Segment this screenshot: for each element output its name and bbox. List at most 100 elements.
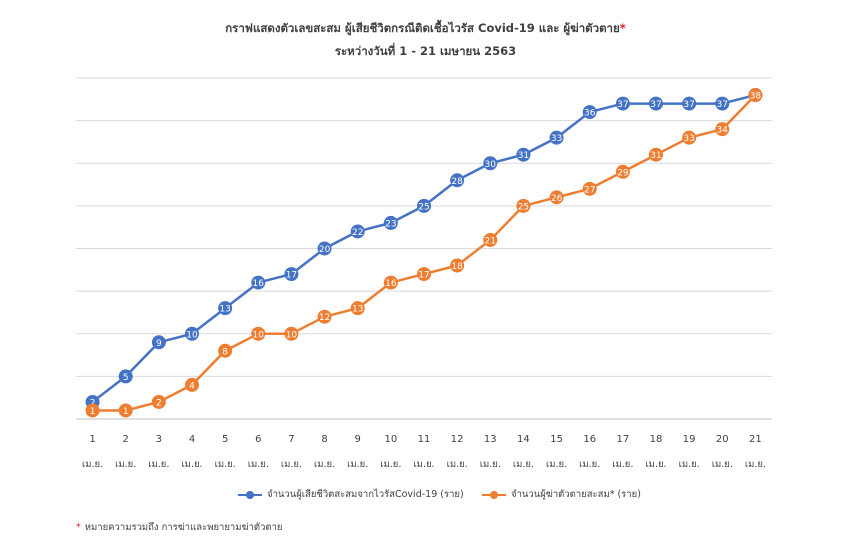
data-point xyxy=(450,258,465,273)
x-tick-label: 5 xyxy=(222,434,228,445)
x-tick-sublabel: เม.ย. xyxy=(579,459,600,470)
x-tick-sublabel: เม.ย. xyxy=(712,459,733,470)
x-tick-label: 13 xyxy=(484,434,497,445)
data-point xyxy=(118,369,133,384)
data-label: 1 xyxy=(123,407,129,417)
data-label: 17 xyxy=(286,271,297,281)
x-tick-label: 6 xyxy=(255,434,261,445)
footnote: * หมายความรวมถึง การฆ่าและพยายามฆ่าตัวตาย xyxy=(76,520,282,535)
data-point xyxy=(251,275,266,290)
legend-label: จำนวนผู้ฆ่าตัวตายสะสม* (ราย) xyxy=(511,489,641,500)
data-label: 9 xyxy=(156,339,162,349)
data-label: 27 xyxy=(584,185,595,195)
title-asterisk: * xyxy=(619,21,626,35)
data-label: 37 xyxy=(683,100,694,110)
data-point xyxy=(450,173,465,188)
series-line xyxy=(92,94,757,412)
data-point xyxy=(284,326,299,341)
data-label: 1 xyxy=(90,407,96,417)
legend-item-covid-deaths: จำนวนผู้เสียชีวิตสะสมจากไวรัสCovid-19 (ร… xyxy=(238,487,464,502)
data-point xyxy=(417,198,431,213)
data-point xyxy=(251,326,266,341)
data-point xyxy=(615,164,630,179)
x-tick-sublabel: เม.ย. xyxy=(115,459,136,470)
data-point xyxy=(715,122,730,137)
data-point xyxy=(317,241,332,256)
x-tick-label: 20 xyxy=(716,434,729,445)
data-point xyxy=(549,130,564,145)
chart-title: กราฟแสดงตัวเลขสะสม ผู้เสียชีวิตกรณีติดเช… xyxy=(225,21,626,35)
data-label: 22 xyxy=(352,228,363,238)
data-point xyxy=(383,275,398,290)
data-label: 10 xyxy=(253,330,265,340)
chart-subtitle: ระหว่างวันที่ 1 - 21 เมษายน 2563 xyxy=(334,44,517,58)
data-point xyxy=(682,96,697,111)
data-point xyxy=(549,190,564,205)
data-point xyxy=(350,301,365,316)
data-point xyxy=(118,403,133,418)
x-tick-sublabel: เม.ย. xyxy=(281,459,302,470)
x-tick-sublabel: เม.ย. xyxy=(82,459,103,470)
x-tick-label: 8 xyxy=(321,434,327,445)
series-0: 259101316172022232528303133363737373738 xyxy=(85,88,763,409)
data-label: 25 xyxy=(518,202,529,212)
data-label: 10 xyxy=(286,330,298,340)
data-label: 12 xyxy=(319,313,330,323)
data-label: 37 xyxy=(650,100,661,110)
legend-item-suicides: จำนวนผู้ฆ่าตัวตายสะสม* (ราย) xyxy=(482,487,641,502)
x-tick-label: 12 xyxy=(451,434,464,445)
x-tick-label: 10 xyxy=(384,434,397,445)
x-tick-label: 16 xyxy=(583,434,596,445)
data-label: 21 xyxy=(485,236,496,246)
data-label: 36 xyxy=(584,109,596,119)
data-point xyxy=(483,232,498,247)
data-label: 29 xyxy=(617,168,629,178)
x-tick-sublabel: เม.ย. xyxy=(215,459,236,470)
legend-label: จำนวนผู้เสียชีวิตสะสมจากไวรัสCovid-19 (ร… xyxy=(267,489,464,500)
data-point xyxy=(483,156,498,171)
data-label: 18 xyxy=(451,262,463,272)
data-point xyxy=(582,181,597,196)
data-label: 20 xyxy=(319,245,331,255)
data-label: 34 xyxy=(717,126,729,136)
x-tick-sublabel: เม.ย. xyxy=(248,459,269,470)
x-tick-sublabel: เม.ย. xyxy=(645,459,666,470)
data-label: 13 xyxy=(352,305,363,315)
x-tick-label: 2 xyxy=(123,434,129,445)
data-point xyxy=(582,105,597,120)
data-label: 23 xyxy=(385,219,396,229)
legend: จำนวนผู้เสียชีวิตสะสมจากไวรัสCovid-19 (ร… xyxy=(0,487,851,505)
x-tick-sublabel: เม.ย. xyxy=(413,459,434,470)
x-tick-label: 4 xyxy=(189,434,195,445)
data-point xyxy=(417,267,431,282)
data-label: 2 xyxy=(156,398,162,408)
data-label: 17 xyxy=(418,271,429,281)
data-point xyxy=(151,335,166,350)
data-label: 33 xyxy=(551,134,562,144)
line-chart: 1 เม.ย. 2 เม.ย. 3 เม.ย. 4 เม.ย. 5 เม.ย. 6 เม.ย. 7 เม.… xyxy=(76,77,772,470)
data-point xyxy=(218,343,233,358)
x-tick-label: 14 xyxy=(517,434,530,445)
data-point xyxy=(284,267,299,282)
x-tick-sublabel: เม.ย. xyxy=(181,459,202,470)
x-tick-sublabel: เม.ย. xyxy=(314,459,335,470)
x-tick-label: 11 xyxy=(418,434,431,445)
data-label: 10 xyxy=(186,330,198,340)
data-point xyxy=(185,326,199,341)
data-label: 31 xyxy=(518,151,529,161)
x-tick-sublabel: เม.ย. xyxy=(480,459,501,470)
data-point xyxy=(350,224,365,239)
data-point xyxy=(317,309,332,324)
x-axis: 1 เม.ย. 2 เม.ย. 3 เม.ย. 4 เม.ย. 5 เม.ย. 6 เม.ย. 7 เม.… xyxy=(76,418,772,470)
data-label: 16 xyxy=(253,279,265,289)
gridlines xyxy=(76,77,772,377)
data-label: 30 xyxy=(485,160,497,170)
legend-line-icon xyxy=(238,490,262,499)
x-tick-label: 3 xyxy=(156,434,162,445)
x-tick-label: 18 xyxy=(650,434,663,445)
data-point xyxy=(185,377,199,392)
data-label: 31 xyxy=(650,151,661,161)
x-tick-sublabel: เม.ย. xyxy=(513,459,534,470)
data-point xyxy=(649,96,663,111)
